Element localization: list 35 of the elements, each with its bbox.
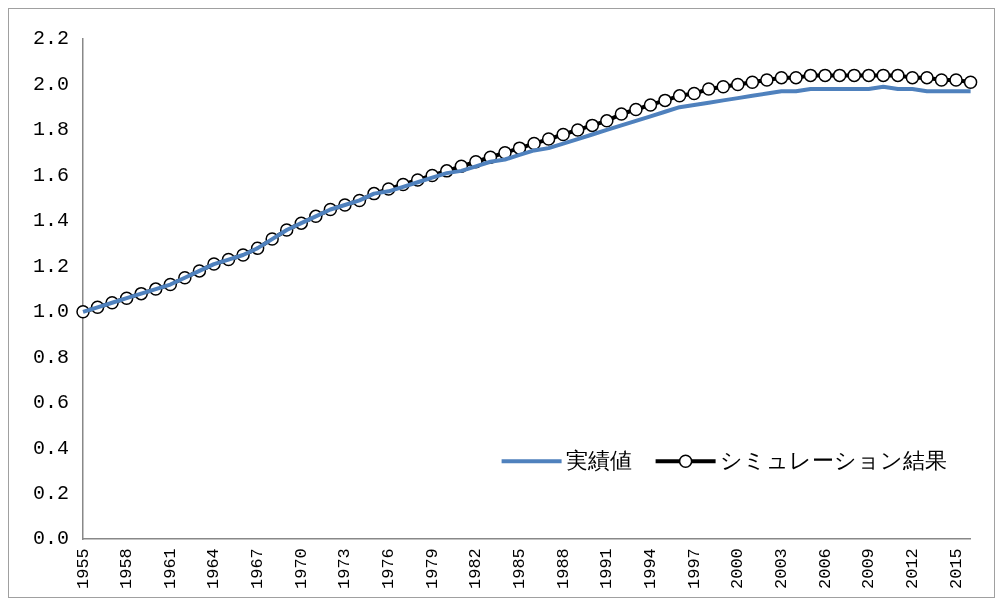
x-tick-label: 2000 <box>728 548 748 590</box>
x-tick-label: 2009 <box>859 548 879 590</box>
legend-label: シミュレーション結果 <box>719 450 947 476</box>
legend-label: 実績値 <box>565 449 632 476</box>
y-tick-label: 0.8 <box>32 345 70 369</box>
x-tick-label: 1994 <box>640 548 660 590</box>
x-tick-label: 1976 <box>379 548 399 590</box>
y-tick-label: 0.4 <box>32 436 70 460</box>
y-tick-label: 1.4 <box>32 209 70 233</box>
x-tick-label: 1982 <box>466 548 486 590</box>
y-tick-label: 1.8 <box>32 118 70 142</box>
x-tick-label: 1961 <box>160 548 180 590</box>
x-tick-label: 1979 <box>422 548 442 590</box>
y-tick-label: 0.2 <box>32 482 70 506</box>
x-tick-label: 1997 <box>684 548 704 590</box>
x-tick-label: 1967 <box>248 548 268 590</box>
x-tick-label: 1988 <box>553 548 573 590</box>
x-tick-label: 1985 <box>510 548 530 590</box>
x-tick-label: 1970 <box>291 548 311 590</box>
x-tick-label: 1991 <box>597 548 617 590</box>
x-tick-label: 1973 <box>335 548 355 590</box>
y-tick-label: 2.2 <box>32 27 70 51</box>
x-tick-label: 1964 <box>204 548 224 590</box>
x-tick-label: 2003 <box>771 548 791 590</box>
y-tick-label: 1.2 <box>32 254 70 278</box>
x-tick-label: 1955 <box>73 548 93 590</box>
x-tick-label: 1958 <box>117 548 137 590</box>
y-tick-label: 1.6 <box>32 163 70 187</box>
y-tick-label: 1.0 <box>32 300 70 324</box>
x-tick-label: 2012 <box>902 548 922 590</box>
y-tick-label: 0.0 <box>32 527 70 551</box>
y-tick-label: 0.6 <box>32 391 70 415</box>
x-tick-label: 2006 <box>815 548 835 590</box>
y-tick-label: 2.0 <box>32 72 70 96</box>
x-tick-label: 2015 <box>946 548 966 590</box>
